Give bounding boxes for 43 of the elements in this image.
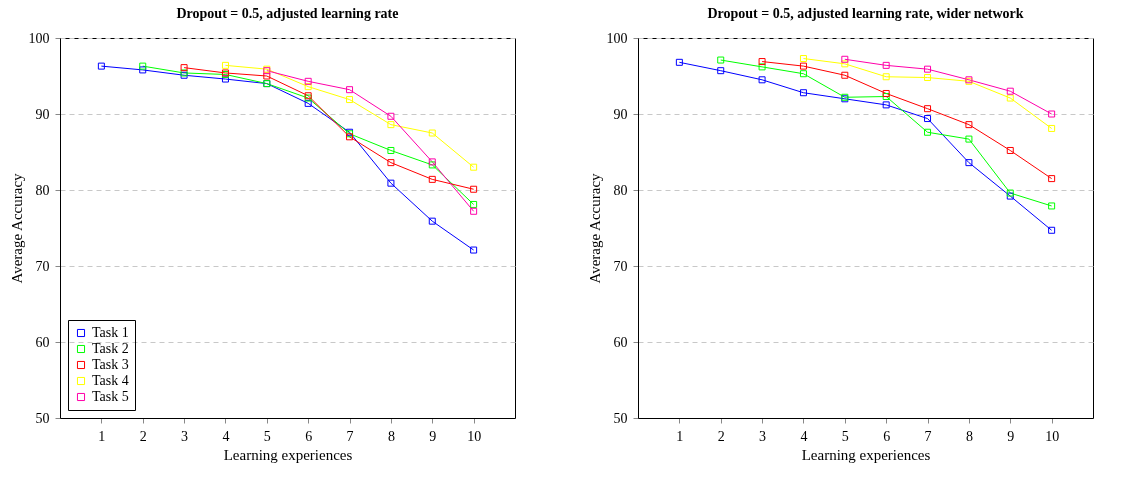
x-tick-label: 10 bbox=[1045, 428, 1060, 444]
y-tick-label: 60 bbox=[35, 334, 50, 350]
x-tick-label: 7 bbox=[346, 428, 354, 444]
y-tick-label: 50 bbox=[613, 410, 628, 426]
x-axis-title: Learning experiences bbox=[801, 446, 931, 463]
legend-label: Task 2 bbox=[92, 341, 129, 356]
x-tick-label: 10 bbox=[467, 428, 482, 444]
x-tick-label: 8 bbox=[965, 428, 973, 444]
x-tick-label: 8 bbox=[387, 428, 395, 444]
x-tick-label: 4 bbox=[800, 428, 808, 444]
x-tick-label: 1 bbox=[98, 428, 106, 444]
x-tick-label: 9 bbox=[1007, 428, 1015, 444]
chart-title: Dropout = 0.5, adjusted learning rate, wider network bbox=[707, 6, 1024, 21]
y-tick-label: 70 bbox=[613, 258, 628, 274]
legend-label: Task 5 bbox=[92, 389, 129, 404]
x-tick-label: 9 bbox=[429, 428, 437, 444]
legend-label: Task 3 bbox=[92, 357, 129, 372]
x-tick-label: 6 bbox=[883, 428, 891, 444]
x-tick-label: 5 bbox=[841, 428, 849, 444]
x-tick-label: 2 bbox=[717, 428, 725, 444]
y-tick-label: 100 bbox=[606, 30, 628, 46]
y-tick-label: 90 bbox=[35, 106, 50, 122]
y-axis-title: Average Accuracy bbox=[8, 172, 25, 284]
y-tick-label: 80 bbox=[35, 182, 50, 198]
y-tick-label: 80 bbox=[613, 182, 628, 198]
x-tick-label: 3 bbox=[759, 428, 767, 444]
legend-label: Task 1 bbox=[92, 325, 129, 340]
legend-label: Task 4 bbox=[92, 373, 129, 388]
x-tick-label: 7 bbox=[924, 428, 932, 444]
x-tick-label: 5 bbox=[263, 428, 271, 444]
y-tick-label: 100 bbox=[28, 30, 50, 46]
y-tick-label: 60 bbox=[613, 334, 628, 350]
y-tick-label: 90 bbox=[613, 106, 628, 122]
chart-title: Dropout = 0.5, adjusted learning rate bbox=[176, 6, 399, 21]
x-tick-label: 4 bbox=[222, 428, 230, 444]
x-axis-title: Learning experiences bbox=[223, 446, 353, 463]
y-tick-label: 70 bbox=[35, 258, 50, 274]
x-tick-label: 3 bbox=[181, 428, 189, 444]
x-tick-label: 6 bbox=[305, 428, 313, 444]
y-tick-label: 50 bbox=[35, 410, 50, 426]
x-tick-label: 2 bbox=[139, 428, 147, 444]
y-axis-title: Average Accuracy bbox=[586, 172, 603, 284]
x-tick-label: 1 bbox=[676, 428, 684, 444]
